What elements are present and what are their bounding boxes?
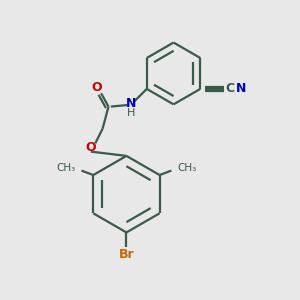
Text: H: H bbox=[126, 108, 135, 118]
Text: O: O bbox=[92, 81, 102, 94]
Text: CH₃: CH₃ bbox=[56, 163, 76, 173]
Text: N: N bbox=[125, 98, 136, 110]
Text: C: C bbox=[225, 82, 235, 94]
Text: Br: Br bbox=[118, 248, 134, 261]
Text: N: N bbox=[236, 82, 247, 94]
Text: O: O bbox=[85, 141, 96, 154]
Text: CH₃: CH₃ bbox=[177, 163, 196, 173]
